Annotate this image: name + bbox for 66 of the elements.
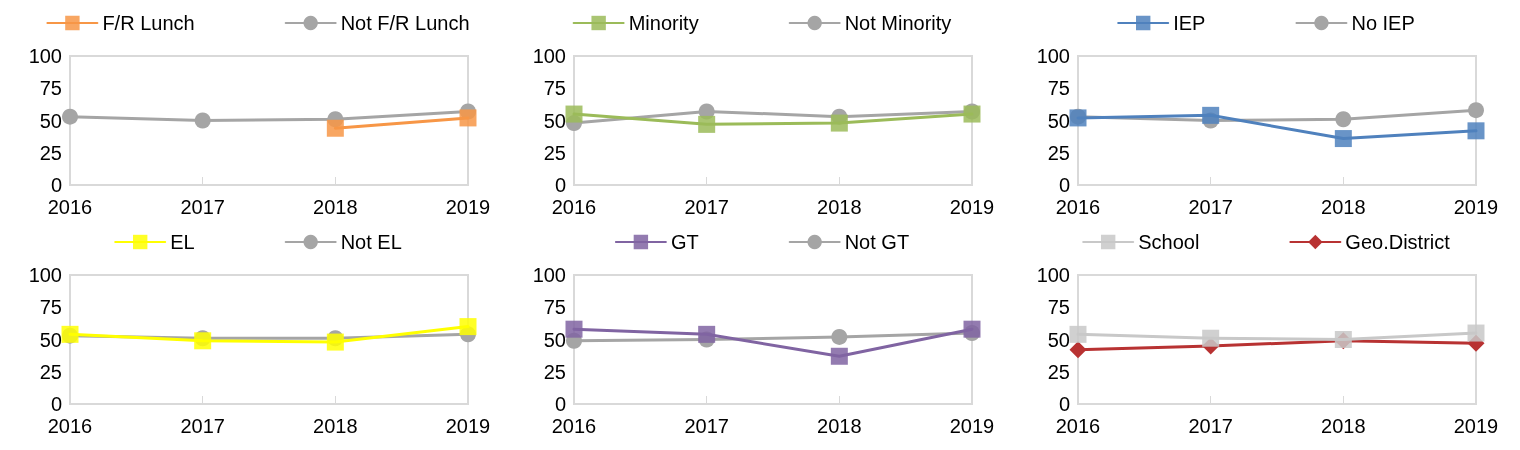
legend-label: Minority (628, 12, 699, 34)
legend-label: GT (670, 231, 699, 253)
legend-label: Not GT (844, 231, 910, 253)
y-tick-label: 25 (39, 360, 62, 383)
y-tick-label: 75 (1047, 77, 1070, 100)
y-tick-label: 100 (532, 264, 566, 286)
x-tick-label: 2016 (551, 415, 597, 437)
y-tick-label: 50 (39, 109, 62, 132)
y-tick-label: 100 (28, 264, 62, 286)
y-tick-label: 75 (39, 77, 62, 100)
x-tick-label: 2017 (180, 415, 225, 437)
y-tick-label: 50 (543, 109, 566, 132)
y-tick-label: 0 (1058, 393, 1070, 415)
x-tick-label: 2017 (1188, 415, 1233, 437)
x-tick-label: 2019 (949, 196, 995, 218)
x-tick-label: 2016 (47, 196, 93, 218)
x-tick-label: 2017 (684, 196, 729, 218)
y-tick-label: 50 (1047, 328, 1070, 351)
x-tick-label: 2018 (817, 196, 862, 218)
legend-label: Not Minority (844, 12, 952, 34)
x-tick-label: 2019 (445, 196, 491, 218)
legend-label: No IEP (1351, 12, 1415, 34)
y-tick-label: 100 (532, 45, 566, 67)
x-tick-label: 2018 (313, 196, 358, 218)
legend-label: Not EL (340, 231, 402, 253)
x-tick-label: 2017 (180, 196, 225, 218)
y-tick-label: 0 (1058, 174, 1070, 196)
x-tick-label: 2019 (1453, 196, 1499, 218)
legend-label: EL (170, 231, 195, 253)
legend-label: School (1138, 231, 1200, 253)
x-tick-label: 2018 (1321, 196, 1366, 218)
x-tick-label: 2019 (1453, 415, 1499, 437)
y-tick-label: 75 (543, 296, 566, 319)
x-tick-label: 2016 (1055, 196, 1101, 218)
y-tick-label: 75 (39, 296, 62, 319)
y-tick-label: 25 (543, 360, 566, 383)
y-tick-label: 25 (1047, 141, 1070, 164)
y-tick-label: 25 (39, 141, 62, 164)
x-tick-label: 2016 (551, 196, 597, 218)
y-tick-label: 50 (1047, 109, 1070, 132)
y-tick-label: 100 (1036, 45, 1070, 67)
legend-label: IEP (1173, 12, 1206, 34)
y-tick-label: 0 (50, 393, 62, 415)
x-tick-label: 2018 (313, 415, 358, 437)
legend-label: Geo.District (1345, 231, 1451, 253)
y-tick-label: 100 (28, 45, 62, 67)
x-tick-label: 2018 (1321, 415, 1366, 437)
y-tick-label: 75 (1047, 296, 1070, 319)
y-tick-label: 0 (554, 393, 566, 415)
x-tick-label: 2019 (949, 415, 995, 437)
x-tick-label: 2017 (684, 415, 729, 437)
x-tick-label: 2016 (1055, 415, 1101, 437)
y-tick-label: 25 (1047, 360, 1070, 383)
legend-label: F/R Lunch (102, 12, 195, 34)
y-tick-label: 25 (543, 141, 566, 164)
legend-label: Not F/R Lunch (340, 12, 470, 34)
x-tick-label: 2019 (445, 415, 491, 437)
x-tick-label: 2016 (47, 415, 93, 437)
y-tick-label: 50 (543, 328, 566, 351)
y-tick-label: 0 (50, 174, 62, 196)
x-tick-label: 2018 (817, 415, 862, 437)
y-tick-label: 100 (1036, 264, 1070, 286)
y-tick-label: 75 (543, 77, 566, 100)
y-tick-label: 0 (554, 174, 566, 196)
x-tick-label: 2017 (1188, 196, 1233, 218)
y-tick-label: 50 (39, 328, 62, 351)
